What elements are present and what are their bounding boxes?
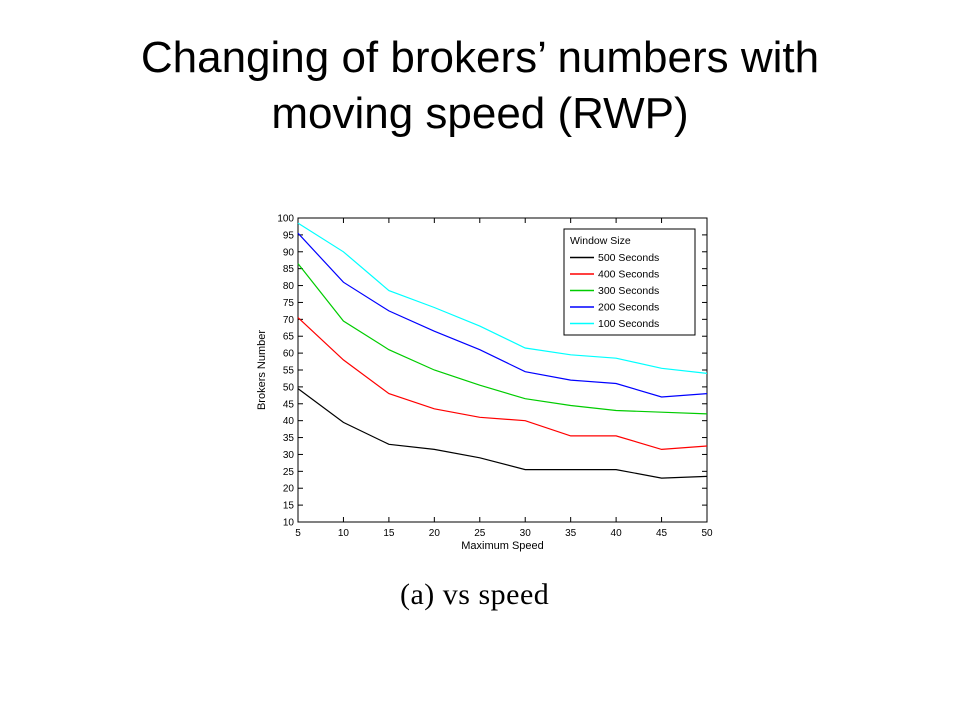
x-tick-label: 5	[295, 528, 301, 539]
y-tick-label: 90	[283, 247, 295, 258]
y-tick-label: 20	[283, 484, 295, 495]
legend-title: Window Size	[570, 235, 631, 247]
slide-title: Changing of brokers’ numbers with moving…	[0, 30, 960, 142]
y-tick-label: 65	[283, 332, 295, 343]
slide-title-line-2: moving speed (RWP)	[271, 89, 689, 138]
y-tick-label: 45	[283, 399, 295, 410]
legend-box	[563, 228, 696, 336]
x-tick-label: 10	[338, 528, 350, 539]
x-tick-label: 30	[520, 528, 532, 539]
x-tick-label: 35	[565, 528, 577, 539]
legend-entry: 400 Seconds	[598, 269, 659, 281]
legend-entry: 100 Seconds	[598, 318, 659, 330]
axis-labels: Maximum Speed Brokers Number	[256, 330, 544, 552]
axis-ticks: 5 10 15 20 25 30 35 40 45 50101520253035404550556…	[277, 214, 713, 540]
y-tick-label: 55	[283, 366, 295, 377]
series-line-100-seconds	[297, 222, 708, 374]
series-line-400-seconds	[297, 317, 708, 451]
y-tick-label: 60	[283, 349, 295, 360]
series-line-200-seconds	[297, 232, 708, 398]
y-tick-label: 15	[283, 501, 295, 512]
y-tick-label: 30	[283, 450, 295, 461]
x-axis-label: Maximum Speed	[461, 540, 544, 552]
legend-entry: 500 Seconds	[598, 252, 659, 264]
x-tick-label: 20	[429, 528, 441, 539]
y-tick-label: 50	[283, 382, 295, 393]
x-tick-label: 25	[474, 528, 486, 539]
slide-title-line-1: Changing of brokers’ numbers with	[140, 33, 820, 82]
x-tick-label: 40	[611, 528, 623, 539]
x-tick-label: 50	[701, 528, 713, 539]
brokers-number-line-chart: 5 10 15 20 25 30 35 40 45 50101520253035404550556…	[256, 214, 713, 553]
y-tick-label: 35	[283, 433, 295, 444]
legend: Window Size 500 Seconds 400 Seconds 300 Sec…	[563, 228, 696, 336]
series-lines	[297, 222, 708, 479]
y-tick-label: 100	[277, 214, 294, 225]
y-tick-label: 95	[283, 230, 295, 241]
y-tick-label: 40	[283, 416, 295, 427]
y-tick-label: 10	[283, 518, 295, 529]
legend-entry: 300 Seconds	[598, 285, 659, 297]
series-line-300-seconds	[297, 263, 708, 415]
series-line-500-seconds	[297, 388, 708, 479]
y-tick-label: 80	[283, 281, 295, 292]
x-tick-label: 15	[383, 528, 395, 539]
y-tick-label: 25	[283, 467, 295, 478]
caption-text: vs speed	[442, 578, 550, 611]
legend-entry: 200 Seconds	[598, 302, 659, 314]
caption-label: (a)	[400, 578, 435, 611]
x-tick-label: 45	[656, 528, 668, 539]
y-tick-label: 70	[283, 315, 295, 326]
y-axis-label: Brokers Number	[256, 330, 268, 410]
y-tick-label: 85	[283, 264, 295, 275]
y-tick-label: 75	[283, 298, 295, 309]
figure-caption: (a) vs speed	[400, 578, 549, 612]
